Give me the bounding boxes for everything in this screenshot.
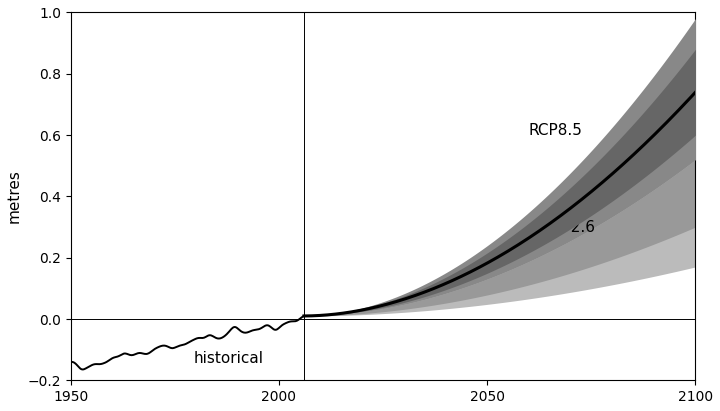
Y-axis label: metres: metres: [7, 169, 22, 223]
Text: RCP2.6: RCP2.6: [541, 219, 595, 235]
Text: historical: historical: [194, 351, 264, 367]
Text: RCP8.5: RCP8.5: [529, 123, 582, 138]
